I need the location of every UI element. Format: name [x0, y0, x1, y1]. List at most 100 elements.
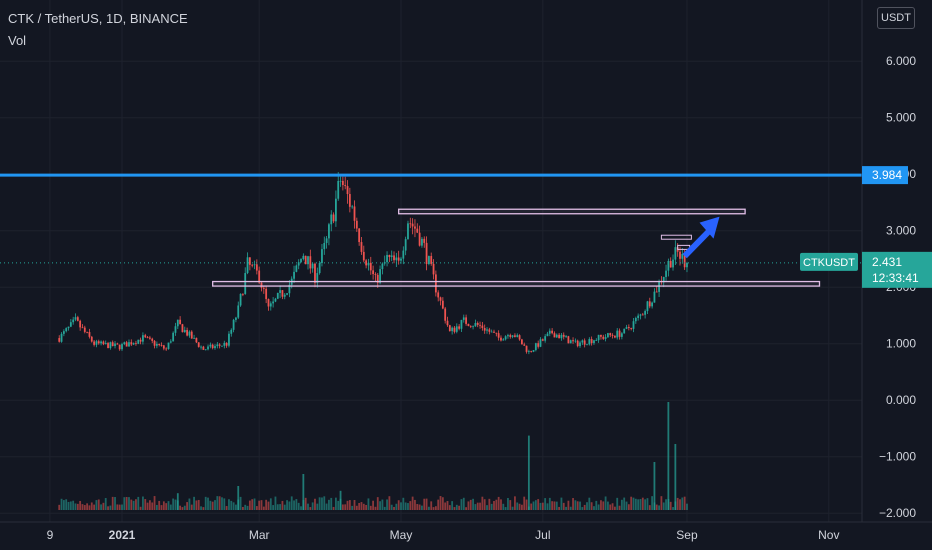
- volume-bar: [116, 504, 119, 510]
- currency-button[interactable]: USDT: [877, 7, 915, 29]
- volume-bar: [218, 496, 221, 510]
- candle-body: [444, 308, 447, 321]
- candle-body: [104, 343, 107, 345]
- volume-bar: [362, 503, 365, 510]
- mini-zone[interactable]: [660, 234, 692, 240]
- volume-bar: [630, 496, 633, 510]
- volume-bar: [86, 503, 89, 510]
- time-axis[interactable]: 9 2021 Mar May Jul Sep Nov: [47, 528, 840, 542]
- candle-body: [430, 256, 433, 264]
- volume-bar: [72, 500, 75, 510]
- volume-bar: [537, 499, 540, 510]
- candle-body: [267, 299, 270, 307]
- candle-body: [181, 324, 184, 333]
- candle-body: [153, 340, 156, 346]
- volume-bar: [288, 501, 291, 510]
- volume-bar: [569, 506, 572, 510]
- candle-body: [162, 345, 165, 349]
- candle-body: [376, 274, 379, 283]
- drawings[interactable]: [0, 173, 862, 287]
- volume-bar: [158, 500, 161, 510]
- volume-bar: [646, 498, 649, 510]
- volume-bar: [514, 496, 516, 510]
- volume-bar: [65, 499, 68, 510]
- volume-bar: [202, 507, 205, 510]
- candle-body: [576, 340, 579, 347]
- volume-bar: [618, 505, 621, 510]
- volume-bar: [507, 498, 509, 510]
- candle-body: [611, 335, 614, 336]
- candle-body: [90, 336, 93, 342]
- candle-body: [683, 254, 686, 268]
- candle-body: [121, 344, 123, 350]
- volume-bar: [641, 497, 644, 510]
- candle-body: [474, 322, 477, 327]
- volume-bar: [93, 504, 95, 510]
- candle-body: [311, 263, 314, 269]
- volume-bar: [228, 499, 230, 510]
- candle-body: [623, 328, 626, 334]
- volume-bar: [200, 506, 202, 510]
- candle-body: [116, 343, 119, 345]
- candle-body: [186, 329, 188, 336]
- volume-bar: [353, 499, 356, 510]
- candle-body: [72, 319, 75, 323]
- volume-bar: [244, 504, 247, 510]
- volume-bar: [560, 497, 563, 510]
- volume-bar: [186, 502, 188, 510]
- volume-bar: [586, 502, 588, 510]
- candle-body: [565, 336, 567, 338]
- candle-body: [537, 343, 540, 347]
- price-axis[interactable]: 6.0005.0004.0003.0002.0001.0000.000−1.00…: [879, 54, 916, 520]
- volume-bar: [169, 504, 172, 510]
- volume-bar: [465, 507, 467, 510]
- upper-zone[interactable]: [398, 208, 746, 215]
- volume-spike: [302, 474, 305, 510]
- candle-body: [432, 263, 435, 275]
- volume-bar: [183, 505, 186, 510]
- price-tick-label: 6.000: [886, 54, 916, 68]
- candle-body: [225, 342, 228, 346]
- candle-body: [637, 315, 640, 319]
- volume-bar: [627, 504, 630, 510]
- volume-bar: [502, 503, 505, 510]
- candle-body: [581, 340, 584, 343]
- volume-bar: [293, 500, 295, 510]
- candle-body: [469, 326, 472, 327]
- volume-bar: [69, 501, 72, 510]
- candle-body: [425, 242, 428, 264]
- candle-body: [346, 186, 349, 195]
- candle-body: [600, 334, 602, 337]
- candle-body: [614, 335, 616, 338]
- price-tick-label: −2.000: [879, 506, 916, 520]
- candle-body: [337, 180, 340, 199]
- volume-bar: [90, 502, 93, 510]
- candle-body: [590, 339, 593, 344]
- candle-body: [414, 226, 416, 229]
- candle-body: [558, 334, 560, 339]
- volume-bar: [672, 507, 674, 510]
- volume-bar: [504, 507, 507, 510]
- volume-bar: [235, 504, 237, 510]
- volume-bar: [472, 498, 474, 510]
- candle-body: [228, 333, 230, 346]
- volume-bar: [276, 504, 279, 510]
- candle-body: [200, 346, 202, 348]
- candle-body: [402, 250, 405, 259]
- volume-spike: [674, 444, 677, 510]
- candle-body: [151, 338, 154, 341]
- volume-bar: [248, 500, 251, 510]
- lower-zone[interactable]: [212, 280, 821, 287]
- volume-bar: [130, 499, 133, 510]
- volume-bar: [318, 497, 321, 510]
- candle-body: [516, 335, 519, 337]
- volume-bar: [188, 498, 191, 510]
- candle-body: [258, 270, 261, 283]
- candle-body: [318, 263, 321, 274]
- candle-body: [260, 282, 263, 288]
- candle-body: [455, 326, 458, 332]
- volume-bar: [665, 499, 667, 510]
- candle-body: [548, 330, 551, 334]
